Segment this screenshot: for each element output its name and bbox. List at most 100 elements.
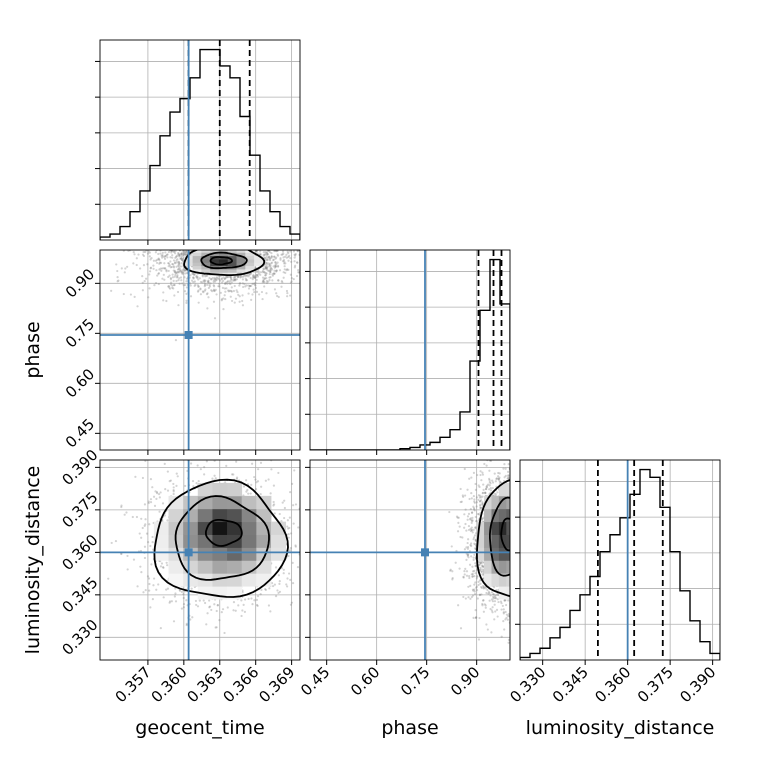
density-cell bbox=[153, 547, 169, 561]
scatter-point bbox=[232, 279, 235, 282]
scatter-point bbox=[461, 536, 464, 539]
scatter-point bbox=[236, 275, 239, 279]
scatter-point bbox=[245, 279, 248, 282]
scatter-point bbox=[254, 478, 257, 481]
scatter-point bbox=[504, 618, 507, 621]
scatter-point bbox=[475, 519, 478, 523]
scatter-point bbox=[155, 588, 158, 591]
scatter-point bbox=[474, 539, 477, 542]
scatter-point bbox=[126, 265, 129, 268]
scatter-point bbox=[261, 269, 265, 273]
scatter-point bbox=[448, 510, 451, 514]
scatter-point bbox=[201, 281, 204, 284]
scatter-point bbox=[206, 292, 209, 295]
scatter-point bbox=[156, 492, 159, 495]
scatter-point bbox=[481, 599, 485, 602]
density-cell bbox=[254, 262, 264, 267]
scatter-point bbox=[253, 283, 257, 286]
scatter-point bbox=[488, 599, 491, 602]
scatter-point bbox=[177, 279, 180, 282]
scatter-point bbox=[182, 284, 185, 287]
scatter-point bbox=[172, 269, 175, 272]
scatter-point bbox=[181, 251, 184, 254]
scatter-point bbox=[260, 290, 264, 294]
scatter-point bbox=[244, 598, 247, 601]
scatter-point bbox=[176, 274, 179, 277]
scatter-point bbox=[151, 541, 154, 544]
scatter-point bbox=[272, 504, 275, 507]
scatter-point bbox=[482, 577, 485, 580]
scatter-point bbox=[294, 544, 297, 547]
scatter-point bbox=[193, 280, 196, 283]
scatter-point bbox=[294, 503, 298, 506]
scatter-point bbox=[255, 481, 258, 484]
scatter-point bbox=[488, 479, 491, 482]
scatter-point bbox=[266, 265, 269, 268]
scatter-point bbox=[180, 279, 183, 282]
scatter-point bbox=[173, 250, 176, 253]
scatter-point bbox=[165, 561, 168, 564]
scatter-point bbox=[456, 516, 459, 519]
scatter-point bbox=[179, 265, 183, 268]
scatter-point bbox=[220, 298, 223, 301]
scatter-point bbox=[254, 487, 258, 491]
scatter-point bbox=[507, 475, 510, 478]
scatter-point bbox=[279, 257, 282, 260]
scatter-point bbox=[171, 273, 174, 276]
scatter-point bbox=[247, 597, 250, 600]
scatter-point bbox=[235, 289, 238, 292]
scatter-point bbox=[474, 482, 477, 486]
scatter-point bbox=[252, 288, 255, 291]
scatter-point bbox=[507, 599, 510, 602]
scatter-point bbox=[163, 514, 166, 517]
scatter-point bbox=[462, 575, 465, 578]
density-cell bbox=[254, 255, 264, 260]
density-cell bbox=[192, 259, 202, 263]
scatter-point bbox=[475, 501, 478, 504]
density-cell bbox=[236, 265, 246, 270]
scatter-point bbox=[285, 256, 288, 259]
scatter-point bbox=[229, 295, 232, 298]
scatter-point bbox=[264, 274, 267, 277]
scatter-point bbox=[162, 299, 165, 302]
scatter-point bbox=[230, 289, 233, 293]
scatter-point bbox=[463, 573, 466, 576]
scatter-point bbox=[141, 253, 145, 256]
scatter-point bbox=[479, 506, 483, 509]
scatter-point bbox=[278, 580, 281, 583]
scatter-point bbox=[211, 477, 214, 480]
scatter-point bbox=[273, 255, 276, 258]
scatter-point bbox=[168, 600, 172, 603]
scatter-point bbox=[196, 290, 200, 293]
scatter-point bbox=[189, 284, 192, 287]
scatter-point bbox=[167, 250, 170, 254]
scatter-point bbox=[164, 267, 167, 270]
scatter-point bbox=[202, 279, 205, 282]
scatter-point bbox=[472, 616, 475, 619]
scatter-point bbox=[478, 500, 482, 503]
scatter-point bbox=[172, 490, 175, 493]
scatter-point bbox=[277, 279, 280, 282]
scatter-point bbox=[252, 276, 255, 279]
scatter-point bbox=[479, 494, 482, 497]
scatter-point bbox=[230, 277, 233, 280]
panel-frame bbox=[99, 249, 301, 451]
scatter-point bbox=[264, 274, 267, 277]
scatter-point bbox=[266, 269, 269, 272]
scatter-point bbox=[470, 520, 474, 523]
scatter-point bbox=[140, 571, 143, 574]
scatter-point bbox=[155, 269, 158, 272]
density-cell bbox=[168, 560, 184, 574]
scatter-point bbox=[472, 538, 475, 541]
scatter-point bbox=[152, 548, 155, 551]
scatter-point bbox=[197, 285, 200, 288]
density-cell bbox=[218, 252, 229, 257]
scatter-point bbox=[499, 481, 502, 484]
scatter-point bbox=[155, 261, 159, 265]
scatter-point bbox=[477, 638, 481, 641]
scatter-point bbox=[161, 267, 164, 270]
scatter-point bbox=[139, 267, 142, 270]
scatter-point bbox=[480, 586, 483, 590]
scatter-point bbox=[264, 588, 267, 592]
scatter-point bbox=[199, 287, 202, 290]
